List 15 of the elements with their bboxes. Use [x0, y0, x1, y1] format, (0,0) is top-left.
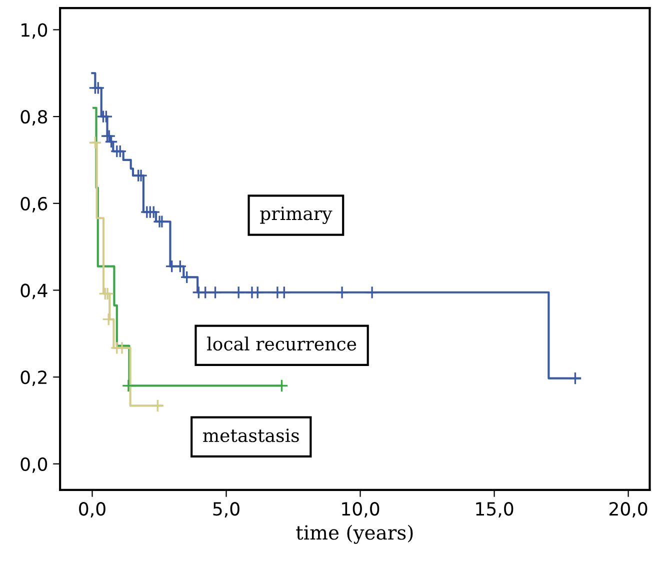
- x-tick-label: 15,0: [476, 502, 514, 518]
- annotation: primary: [260, 206, 332, 224]
- x-tick-label: 10,0: [342, 502, 380, 518]
- annotation: metastasis: [203, 428, 299, 442]
- x-tick-label: 5,0: [213, 502, 240, 518]
- y-tick-label: 0,8: [20, 110, 48, 126]
- x-tick-label: 0,0: [79, 502, 106, 518]
- y-tick-label: 0,0: [20, 457, 48, 473]
- annotation: local recurrence: [207, 336, 356, 351]
- x-axis-title: time (years): [296, 524, 413, 544]
- x-tick-label: 20,0: [610, 502, 648, 518]
- y-tick-label: 0,2: [20, 370, 46, 386]
- y-tick-label: 0,6: [20, 196, 48, 212]
- y-tick-label: 0,4: [20, 284, 48, 300]
- y-tick-label: 1,0: [22, 23, 48, 39]
